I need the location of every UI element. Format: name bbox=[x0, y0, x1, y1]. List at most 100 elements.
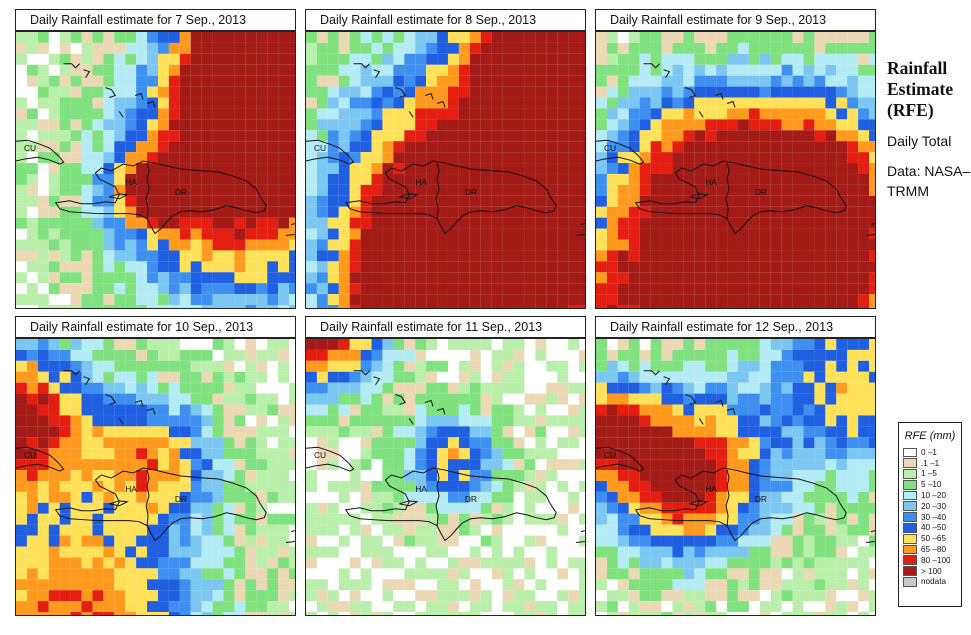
rainfall-cell bbox=[447, 272, 459, 284]
rainfall-cell bbox=[426, 108, 438, 120]
rainfall-cell bbox=[535, 86, 547, 98]
rainfall-cell bbox=[727, 108, 738, 120]
rainfall-cell bbox=[103, 601, 115, 613]
rainfall-cell bbox=[727, 393, 738, 405]
rainfall-cell bbox=[683, 612, 695, 615]
rainfall-cell bbox=[869, 75, 875, 87]
rainfall-cell bbox=[770, 294, 782, 306]
rainfall-cell bbox=[869, 404, 875, 416]
rainfall-cell bbox=[480, 491, 492, 503]
rainfall-cell bbox=[245, 513, 257, 525]
rainfall-cell bbox=[136, 448, 148, 460]
rainfall-cell bbox=[869, 437, 875, 449]
rainfall-cell bbox=[59, 217, 71, 229]
rainfall-cell bbox=[858, 250, 870, 262]
rainfall-cell bbox=[234, 535, 246, 547]
rainfall-cell bbox=[349, 524, 361, 536]
rainfall-cell bbox=[480, 184, 492, 196]
rainfall-cell bbox=[393, 470, 405, 481]
rainfall-cell bbox=[349, 42, 361, 54]
rainfall-cell bbox=[825, 415, 837, 427]
rainfall-cell bbox=[256, 535, 268, 547]
rainfall-cell bbox=[382, 228, 394, 240]
rainfall-cell bbox=[16, 349, 27, 361]
rainfall-cell bbox=[81, 524, 93, 536]
rainfall-cell bbox=[568, 557, 580, 569]
rainfall-cell bbox=[524, 86, 536, 98]
rainfall-cell bbox=[727, 152, 738, 164]
rainfall-cell bbox=[513, 612, 525, 615]
rainfall-cell bbox=[382, 239, 394, 251]
rainfall-cell bbox=[70, 480, 82, 492]
rainfall-cell bbox=[458, 590, 470, 602]
rainfall-cell bbox=[212, 173, 224, 185]
rainfall-cell bbox=[792, 339, 804, 350]
rainfall-cell bbox=[179, 261, 191, 273]
rainfall-cell bbox=[480, 535, 492, 547]
rainfall-cell bbox=[869, 261, 875, 273]
rainfall-cell bbox=[168, 108, 180, 120]
rainfall-cell bbox=[781, 195, 793, 207]
rainfall-cell bbox=[869, 228, 875, 240]
rainfall-cell bbox=[617, 546, 629, 558]
rainfall-cell bbox=[256, 513, 268, 525]
rainfall-cell bbox=[125, 294, 137, 306]
rainfall-cell bbox=[546, 42, 558, 54]
rainfall-cell bbox=[103, 305, 115, 308]
rainfall-cell bbox=[792, 480, 804, 492]
rainfall-cell bbox=[125, 415, 137, 427]
rainfall-cell bbox=[289, 404, 295, 416]
rainfall-cell bbox=[781, 283, 793, 295]
rainfall-cell bbox=[617, 119, 629, 131]
rainfall-cell bbox=[415, 448, 427, 460]
rainfall-cell bbox=[469, 32, 481, 43]
rainfall-cell bbox=[201, 228, 213, 240]
rainfall-cell bbox=[458, 195, 470, 207]
rainfall-cell bbox=[568, 184, 580, 196]
rainfall-cell bbox=[869, 272, 875, 284]
rainfall-cell bbox=[201, 404, 213, 416]
rainfall-cell bbox=[803, 108, 815, 120]
rainfall-cell bbox=[792, 305, 804, 308]
rainfall-cell bbox=[502, 163, 514, 174]
rainfall-cell bbox=[803, 130, 815, 142]
rainfall-cell bbox=[81, 393, 93, 405]
rainfall-cell bbox=[404, 568, 416, 580]
rainfall-cell bbox=[803, 568, 815, 580]
rainfall-cell bbox=[404, 195, 416, 207]
rainfall-cell bbox=[617, 448, 629, 460]
rainfall-cell bbox=[125, 382, 137, 394]
rainfall-cell bbox=[847, 535, 859, 547]
rainfall-cell bbox=[393, 283, 405, 295]
rainfall-cell bbox=[212, 228, 224, 240]
rainfall-cell bbox=[267, 426, 279, 438]
rainfall-cell bbox=[437, 64, 448, 76]
rainfall-cell bbox=[579, 459, 585, 471]
rainfall-cell bbox=[491, 360, 503, 372]
rainfall-cell bbox=[792, 470, 804, 481]
rainfall-cell bbox=[125, 283, 137, 295]
rainfall-panel-sep-7: CU HA DR Daily Rainfall estimate for 7 Sep… bbox=[15, 9, 296, 309]
rainfall-cell bbox=[858, 130, 870, 142]
rainfall-cell bbox=[92, 272, 104, 284]
rainfall-cell bbox=[338, 206, 350, 218]
rainfall-cell bbox=[469, 108, 481, 120]
rainfall-panel-sep-10: CU HA DR Daily Rainfall estimate for 10 Se… bbox=[15, 316, 296, 616]
rainfall-cell bbox=[190, 32, 202, 43]
rainfall-cell bbox=[596, 206, 607, 218]
rainfall-cell bbox=[491, 53, 503, 65]
rainfall-cell bbox=[327, 108, 339, 120]
rainfall-cell bbox=[579, 239, 585, 251]
rainfall-cell bbox=[256, 557, 268, 569]
rainfall-cell bbox=[606, 272, 618, 284]
rainfall-cell bbox=[792, 108, 804, 120]
rainfall-cell bbox=[92, 546, 104, 558]
rainfall-cell bbox=[267, 108, 279, 120]
rainfall-cell bbox=[92, 53, 104, 65]
rainfall-cell bbox=[316, 283, 328, 295]
rainfall-cell bbox=[513, 206, 525, 218]
rainfall-cell bbox=[491, 437, 503, 449]
rainfall-cell bbox=[814, 75, 826, 87]
rainfall-cell bbox=[289, 195, 295, 207]
rainfall-cell bbox=[92, 152, 104, 164]
